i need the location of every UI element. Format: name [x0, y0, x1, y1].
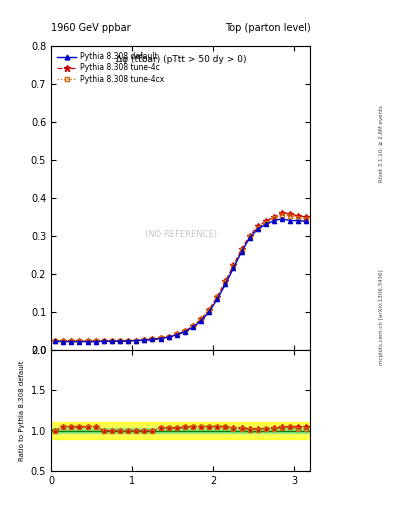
Bar [51, 428, 310, 433]
Text: Rivet 3.1.10; ≥ 2.6M events: Rivet 3.1.10; ≥ 2.6M events [379, 105, 384, 182]
Text: (NO REFERENCE): (NO REFERENCE) [145, 230, 217, 239]
Y-axis label: Ratio to Pythia 8.308 default: Ratio to Pythia 8.308 default [19, 360, 25, 461]
Text: Top (parton level): Top (parton level) [225, 23, 310, 33]
Text: mcplots.cern.ch [arXiv:1306.3436]: mcplots.cern.ch [arXiv:1306.3436] [379, 270, 384, 365]
Text: 1960 GeV ppbar: 1960 GeV ppbar [51, 23, 131, 33]
Legend: Pythia 8.308 default, Pythia 8.308 tune-4c, Pythia 8.308 tune-4cx: Pythia 8.308 default, Pythia 8.308 tune-… [55, 50, 167, 86]
Bar [51, 422, 310, 439]
Text: Δφ (tt̅bar) (pTtt > 50 dy > 0): Δφ (tt̅bar) (pTtt > 50 dy > 0) [116, 55, 246, 64]
